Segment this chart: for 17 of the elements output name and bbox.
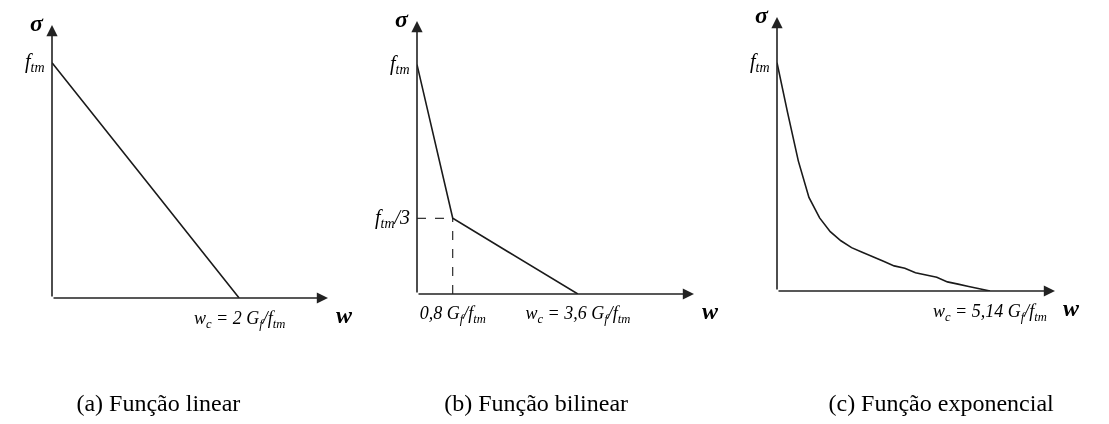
ref-line-label: f$_{tm}$/3 — [375, 206, 411, 232]
x-tick-label: 0,8 G$_{f}$/f$_{tm}$ — [419, 303, 486, 326]
x-axis-title: w — [702, 298, 719, 324]
y-axis-title: σ — [755, 2, 769, 28]
text: (c) Função exponencial — [828, 390, 1055, 417]
annotation: w$_{c}$ = 5,14 G$_{f}$/f$_{tm}$ — [933, 301, 1047, 324]
y-axis-title: σ — [395, 6, 409, 32]
text: (b) Função bilinear — [444, 390, 629, 417]
y-axis-title: σ — [30, 10, 44, 36]
x-tick-label: w$_{c}$ = 3,6 G$_{f}$/f$_{tm}$ — [525, 303, 631, 326]
x-axis-title: w — [336, 302, 353, 328]
text: f$_{tm}$ — [25, 50, 45, 76]
text: (a) Função linear — [76, 390, 241, 417]
annotation: w$_{c}$ = 2 G$_{f}$/f$_{tm}$ — [194, 308, 286, 331]
text: f$_{tm}$ — [750, 50, 770, 76]
annotation: f$_{tm}$ — [390, 52, 410, 78]
x-axis-title: w — [1063, 295, 1080, 321]
